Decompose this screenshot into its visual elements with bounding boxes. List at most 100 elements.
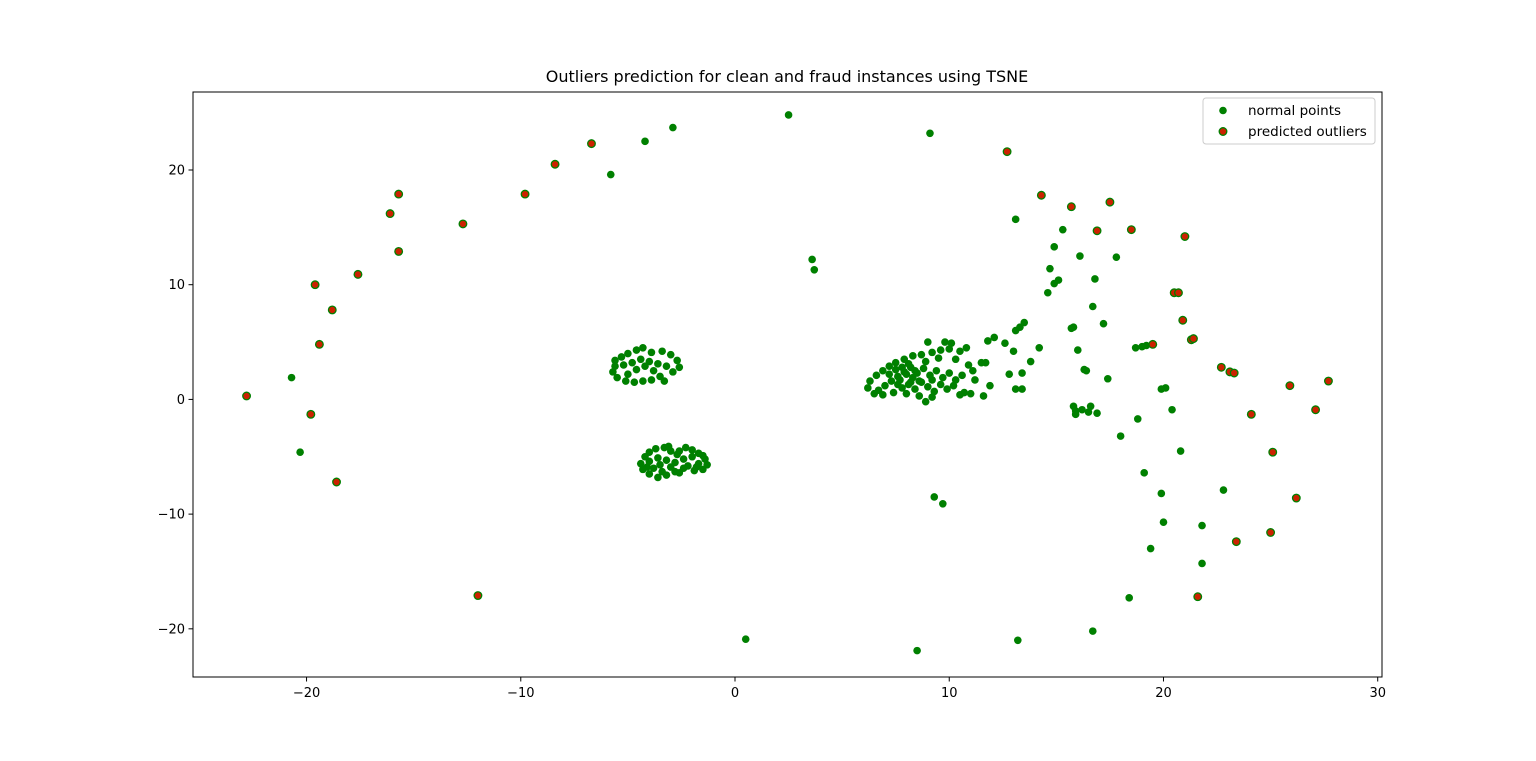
outlier-point: [550, 159, 560, 169]
outlier-point: [1311, 405, 1321, 415]
normal-point: [921, 357, 930, 366]
outlier-point: [1268, 447, 1278, 457]
normal-point: [1099, 319, 1108, 328]
normal-point: [864, 384, 872, 392]
normal-point: [930, 387, 939, 396]
normal-point: [641, 137, 649, 146]
normal-point: [619, 361, 628, 369]
y-tick-label: −10: [158, 508, 185, 523]
normal-point: [1146, 544, 1155, 553]
normal-point: [645, 448, 654, 456]
normal-point: [784, 111, 793, 119]
x-tick-label: 20: [1155, 686, 1172, 701]
normal-point: [673, 356, 681, 365]
normal-point: [1112, 253, 1121, 261]
normal-point: [921, 397, 930, 406]
normal-point: [945, 345, 954, 353]
normal-point: [675, 363, 684, 372]
outlier-point: [385, 209, 395, 219]
normal-point: [902, 389, 911, 398]
normal-point: [658, 347, 666, 356]
y-tick-label: −20: [158, 622, 185, 637]
normal-point: [632, 346, 641, 354]
normal-point: [887, 377, 896, 385]
normal-point: [654, 360, 662, 368]
normal-point: [1131, 343, 1140, 352]
normal-point: [898, 363, 906, 372]
normal-point: [909, 352, 917, 360]
normal-point: [1084, 408, 1093, 416]
normal-point: [647, 376, 656, 384]
normal-point: [658, 467, 666, 476]
normal-point: [611, 362, 619, 370]
normal-point: [1125, 594, 1133, 602]
normal-point: [699, 465, 707, 474]
normal-point: [966, 389, 975, 398]
normal-point: [947, 339, 956, 348]
outlier-point: [1189, 334, 1198, 344]
outlier-point: [1174, 288, 1183, 298]
normal-point: [611, 356, 619, 365]
normal-point: [906, 378, 915, 387]
normal-point: [666, 350, 675, 359]
normal-point: [1198, 559, 1206, 568]
normal-point: [891, 365, 900, 374]
normal-point: [1082, 366, 1091, 375]
normal-point: [654, 454, 662, 462]
outlier-point: [1126, 225, 1136, 235]
normal-point: [894, 380, 902, 389]
outlier-point: [458, 219, 468, 229]
legend-box: [1202, 97, 1376, 145]
normal-point: [1014, 636, 1022, 645]
normal-point: [1142, 341, 1151, 350]
normal-point: [1011, 215, 1020, 224]
normal-point: [872, 371, 881, 380]
x-tick-label: 0: [731, 686, 739, 701]
normal-point: [915, 392, 924, 400]
normal-point: [939, 373, 947, 382]
normal-point: [962, 343, 971, 352]
normal-point: [885, 370, 894, 378]
normal-point: [1161, 384, 1170, 392]
normal-point: [1078, 405, 1086, 414]
legend-label-normal: normal points: [1248, 103, 1341, 119]
normal-point: [1046, 264, 1054, 273]
normal-point: [1020, 318, 1029, 327]
normal-point: [649, 366, 658, 375]
normal-point: [904, 360, 913, 368]
normal-point: [891, 358, 900, 367]
normal-point: [956, 347, 964, 356]
normal-point: [964, 361, 973, 369]
outlier-point: [1231, 537, 1241, 547]
normal-point: [919, 364, 928, 373]
normal-point: [1103, 374, 1112, 383]
normal-point: [675, 469, 684, 477]
x-tick-label: −10: [507, 686, 534, 701]
normal-point: [949, 381, 958, 390]
outlier-point: [1323, 376, 1333, 386]
outlier-point: [242, 391, 252, 401]
normal-point: [1093, 409, 1101, 417]
outlier-point: [473, 591, 483, 601]
normal-point: [651, 444, 660, 453]
normal-point: [956, 391, 964, 399]
outlier-point: [520, 189, 530, 199]
outlier-point: [1193, 592, 1203, 602]
outlier-point: [1092, 226, 1102, 236]
normal-point: [1058, 225, 1067, 234]
y-tick-label: 20: [168, 164, 185, 179]
normal-point: [692, 463, 701, 471]
outlier-point: [1246, 409, 1256, 419]
normal-point: [1069, 323, 1078, 331]
normal-point: [688, 446, 696, 454]
normal-point: [1140, 469, 1148, 477]
normal-point: [939, 499, 947, 508]
chart-title: Outliers prediction for clean and fraud …: [546, 67, 1028, 86]
ticks-layer: −20 −10 0 10 20 30 −20 −10 0 10 20: [158, 164, 1386, 702]
normal-point: [296, 448, 304, 456]
normal-point: [606, 170, 615, 179]
normal-point: [1073, 346, 1082, 354]
normal-point: [932, 366, 941, 375]
outlier-point: [587, 139, 596, 149]
